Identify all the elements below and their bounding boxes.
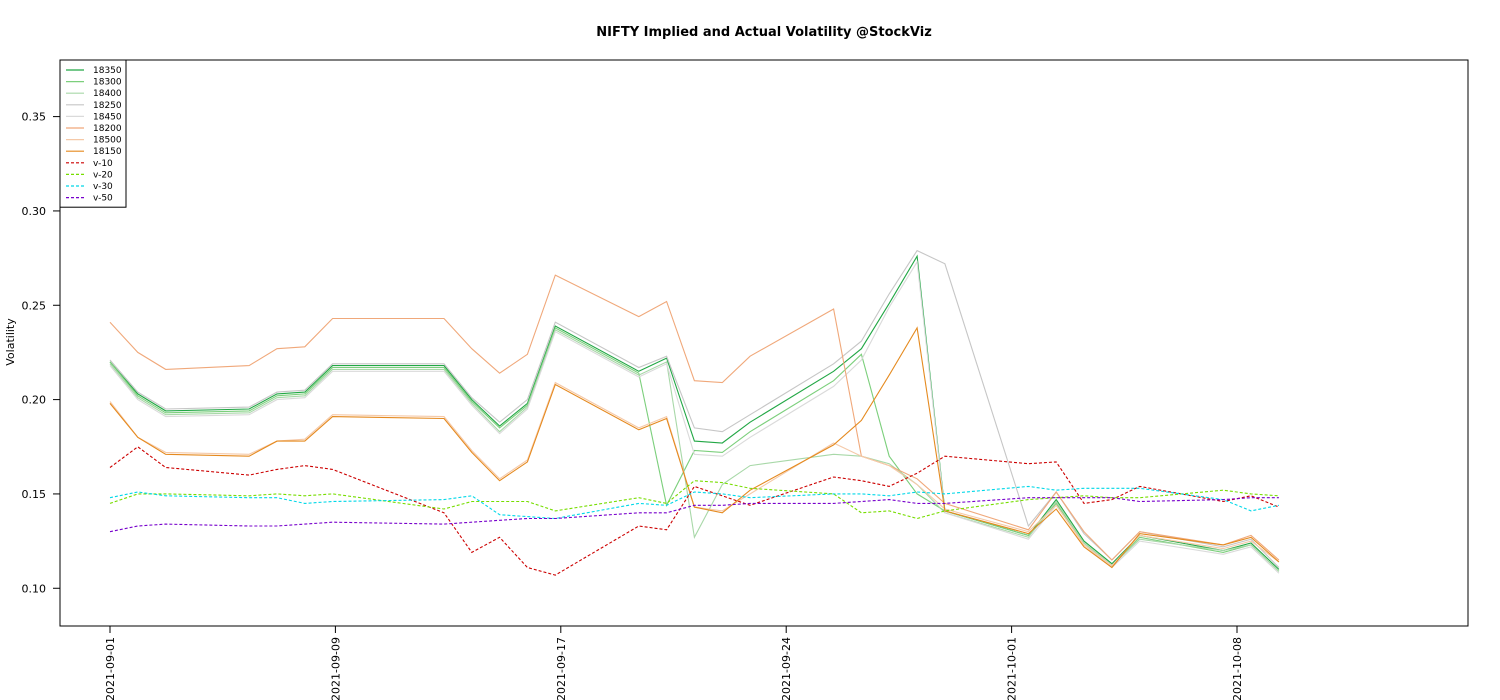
legend-label-v-50: v-50 xyxy=(93,194,113,204)
legend-label-18500: 18500 xyxy=(93,136,122,146)
x-tick-label: 2021-09-17 xyxy=(555,637,568,700)
series-line-18350 xyxy=(109,254,1280,570)
y-tick-label: 0.20 xyxy=(22,394,47,407)
legend-label-18250: 18250 xyxy=(93,101,122,111)
series-line-18500 xyxy=(109,381,1280,567)
series-line-v-50 xyxy=(109,497,1279,533)
y-tick-label: 0.30 xyxy=(22,205,47,218)
legend-label-18200: 18200 xyxy=(93,124,122,134)
y-tick-label: 0.25 xyxy=(22,299,47,312)
legend-label-18450: 18450 xyxy=(93,112,122,122)
series-line-v-10 xyxy=(109,446,1280,576)
y-tick-label: 0.35 xyxy=(22,111,47,124)
y-tick-label: 0.15 xyxy=(22,488,47,501)
y-tick-label: 0.10 xyxy=(22,582,47,595)
series-line-18150 xyxy=(109,326,1280,569)
legend-label-18350: 18350 xyxy=(93,66,122,76)
x-tick-label: 2021-09-24 xyxy=(780,637,793,700)
chart-title: NIFTY Implied and Actual Volatility @Sto… xyxy=(596,25,932,40)
x-tick-label: 2021-10-08 xyxy=(1231,637,1244,700)
series-line-v-30 xyxy=(109,485,1280,520)
y-axis-label: Volatility xyxy=(4,318,17,366)
x-tick-label: 2021-09-01 xyxy=(104,637,117,700)
x-axis: 2021-09-01 2021-09-09 2021-09-17 2021-09-24… xyxy=(104,626,1244,700)
legend-label-v-10: v-10 xyxy=(93,159,113,169)
plot-frame xyxy=(59,59,1469,627)
x-tick-label: 2021-09-09 xyxy=(329,637,342,700)
series-line-18450 xyxy=(109,260,1280,574)
legend-label-v-30: v-30 xyxy=(93,182,113,192)
legend-label-18150: 18150 xyxy=(93,147,122,157)
legend-label-v-20: v-20 xyxy=(93,170,113,180)
series-line-v-20 xyxy=(109,480,1279,520)
series-line-18400 xyxy=(109,329,1280,572)
series-line-18250 xyxy=(109,249,1280,568)
series-layer xyxy=(109,249,1280,576)
legend-label-18300: 18300 xyxy=(93,78,122,88)
series-line-18200 xyxy=(109,274,1280,561)
legend-label-18400: 18400 xyxy=(93,89,122,99)
legend-box xyxy=(59,59,127,208)
x-tick-label: 2021-10-01 xyxy=(1006,637,1019,700)
y-axis: 0.10 0.15 0.20 0.25 0.30 0.35 xyxy=(22,111,60,595)
